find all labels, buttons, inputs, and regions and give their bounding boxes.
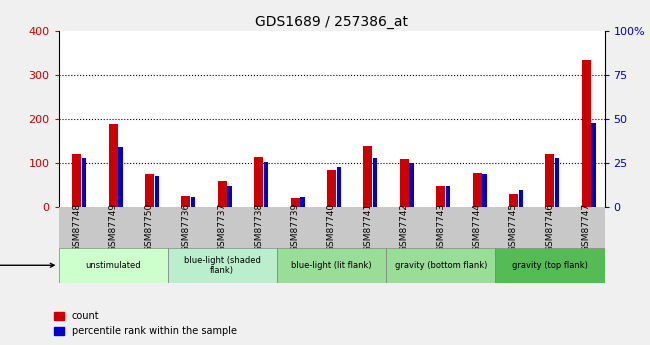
Bar [482, 174, 487, 207]
Bar [109, 124, 118, 207]
Bar [191, 197, 196, 207]
Text: gravity (bottom flank): gravity (bottom flank) [395, 261, 487, 270]
Text: GSM87741: GSM87741 [363, 203, 372, 252]
Bar [386, 248, 495, 283]
Text: GSM87745: GSM87745 [509, 203, 518, 252]
Bar [291, 198, 300, 207]
Bar [168, 248, 277, 283]
Bar [254, 157, 263, 207]
Bar [519, 190, 523, 207]
Bar [72, 155, 81, 207]
Bar [118, 147, 123, 207]
Text: GSM87749: GSM87749 [109, 203, 118, 252]
Bar [300, 197, 305, 207]
Bar [400, 159, 409, 207]
Bar [495, 248, 604, 283]
Bar [181, 196, 190, 207]
Bar [58, 248, 168, 283]
Bar [373, 158, 378, 207]
Text: GSM87747: GSM87747 [582, 203, 591, 252]
Text: GSM87743: GSM87743 [436, 203, 445, 252]
Text: GSM87744: GSM87744 [473, 203, 482, 252]
Bar [446, 186, 450, 207]
Bar [509, 194, 518, 207]
Legend: count, percentile rank within the sample: count, percentile rank within the sample [50, 307, 240, 340]
Text: GSM87738: GSM87738 [254, 203, 263, 252]
Bar [592, 123, 596, 207]
Bar [145, 174, 154, 207]
Text: GSM87739: GSM87739 [291, 203, 300, 252]
Bar [436, 186, 445, 207]
Bar [337, 167, 341, 207]
Text: GSM87748: GSM87748 [72, 203, 81, 252]
Title: GDS1689 / 257386_at: GDS1689 / 257386_at [255, 14, 408, 29]
Bar [327, 170, 336, 207]
Bar [227, 186, 232, 207]
Text: GSM87742: GSM87742 [400, 203, 409, 252]
Text: gravity (top flank): gravity (top flank) [512, 261, 588, 270]
Bar [155, 176, 159, 207]
Bar [264, 161, 268, 207]
Bar [82, 158, 86, 207]
Bar [277, 248, 386, 283]
Text: unstimulated: unstimulated [85, 261, 141, 270]
Bar [555, 158, 560, 207]
Text: GSM87750: GSM87750 [145, 203, 154, 252]
Text: GSM87740: GSM87740 [327, 203, 336, 252]
Bar [218, 181, 227, 207]
Text: GSM87736: GSM87736 [181, 203, 190, 252]
Text: growth protocol: growth protocol [0, 260, 54, 270]
Bar [410, 163, 414, 207]
Text: GSM87737: GSM87737 [218, 203, 227, 252]
Bar [473, 173, 482, 207]
Text: blue-light (lit flank): blue-light (lit flank) [291, 261, 372, 270]
Text: blue-light (shaded
flank): blue-light (shaded flank) [184, 256, 261, 275]
Bar [545, 155, 554, 207]
Bar [363, 146, 372, 207]
Text: GSM87746: GSM87746 [545, 203, 554, 252]
Bar [582, 60, 591, 207]
